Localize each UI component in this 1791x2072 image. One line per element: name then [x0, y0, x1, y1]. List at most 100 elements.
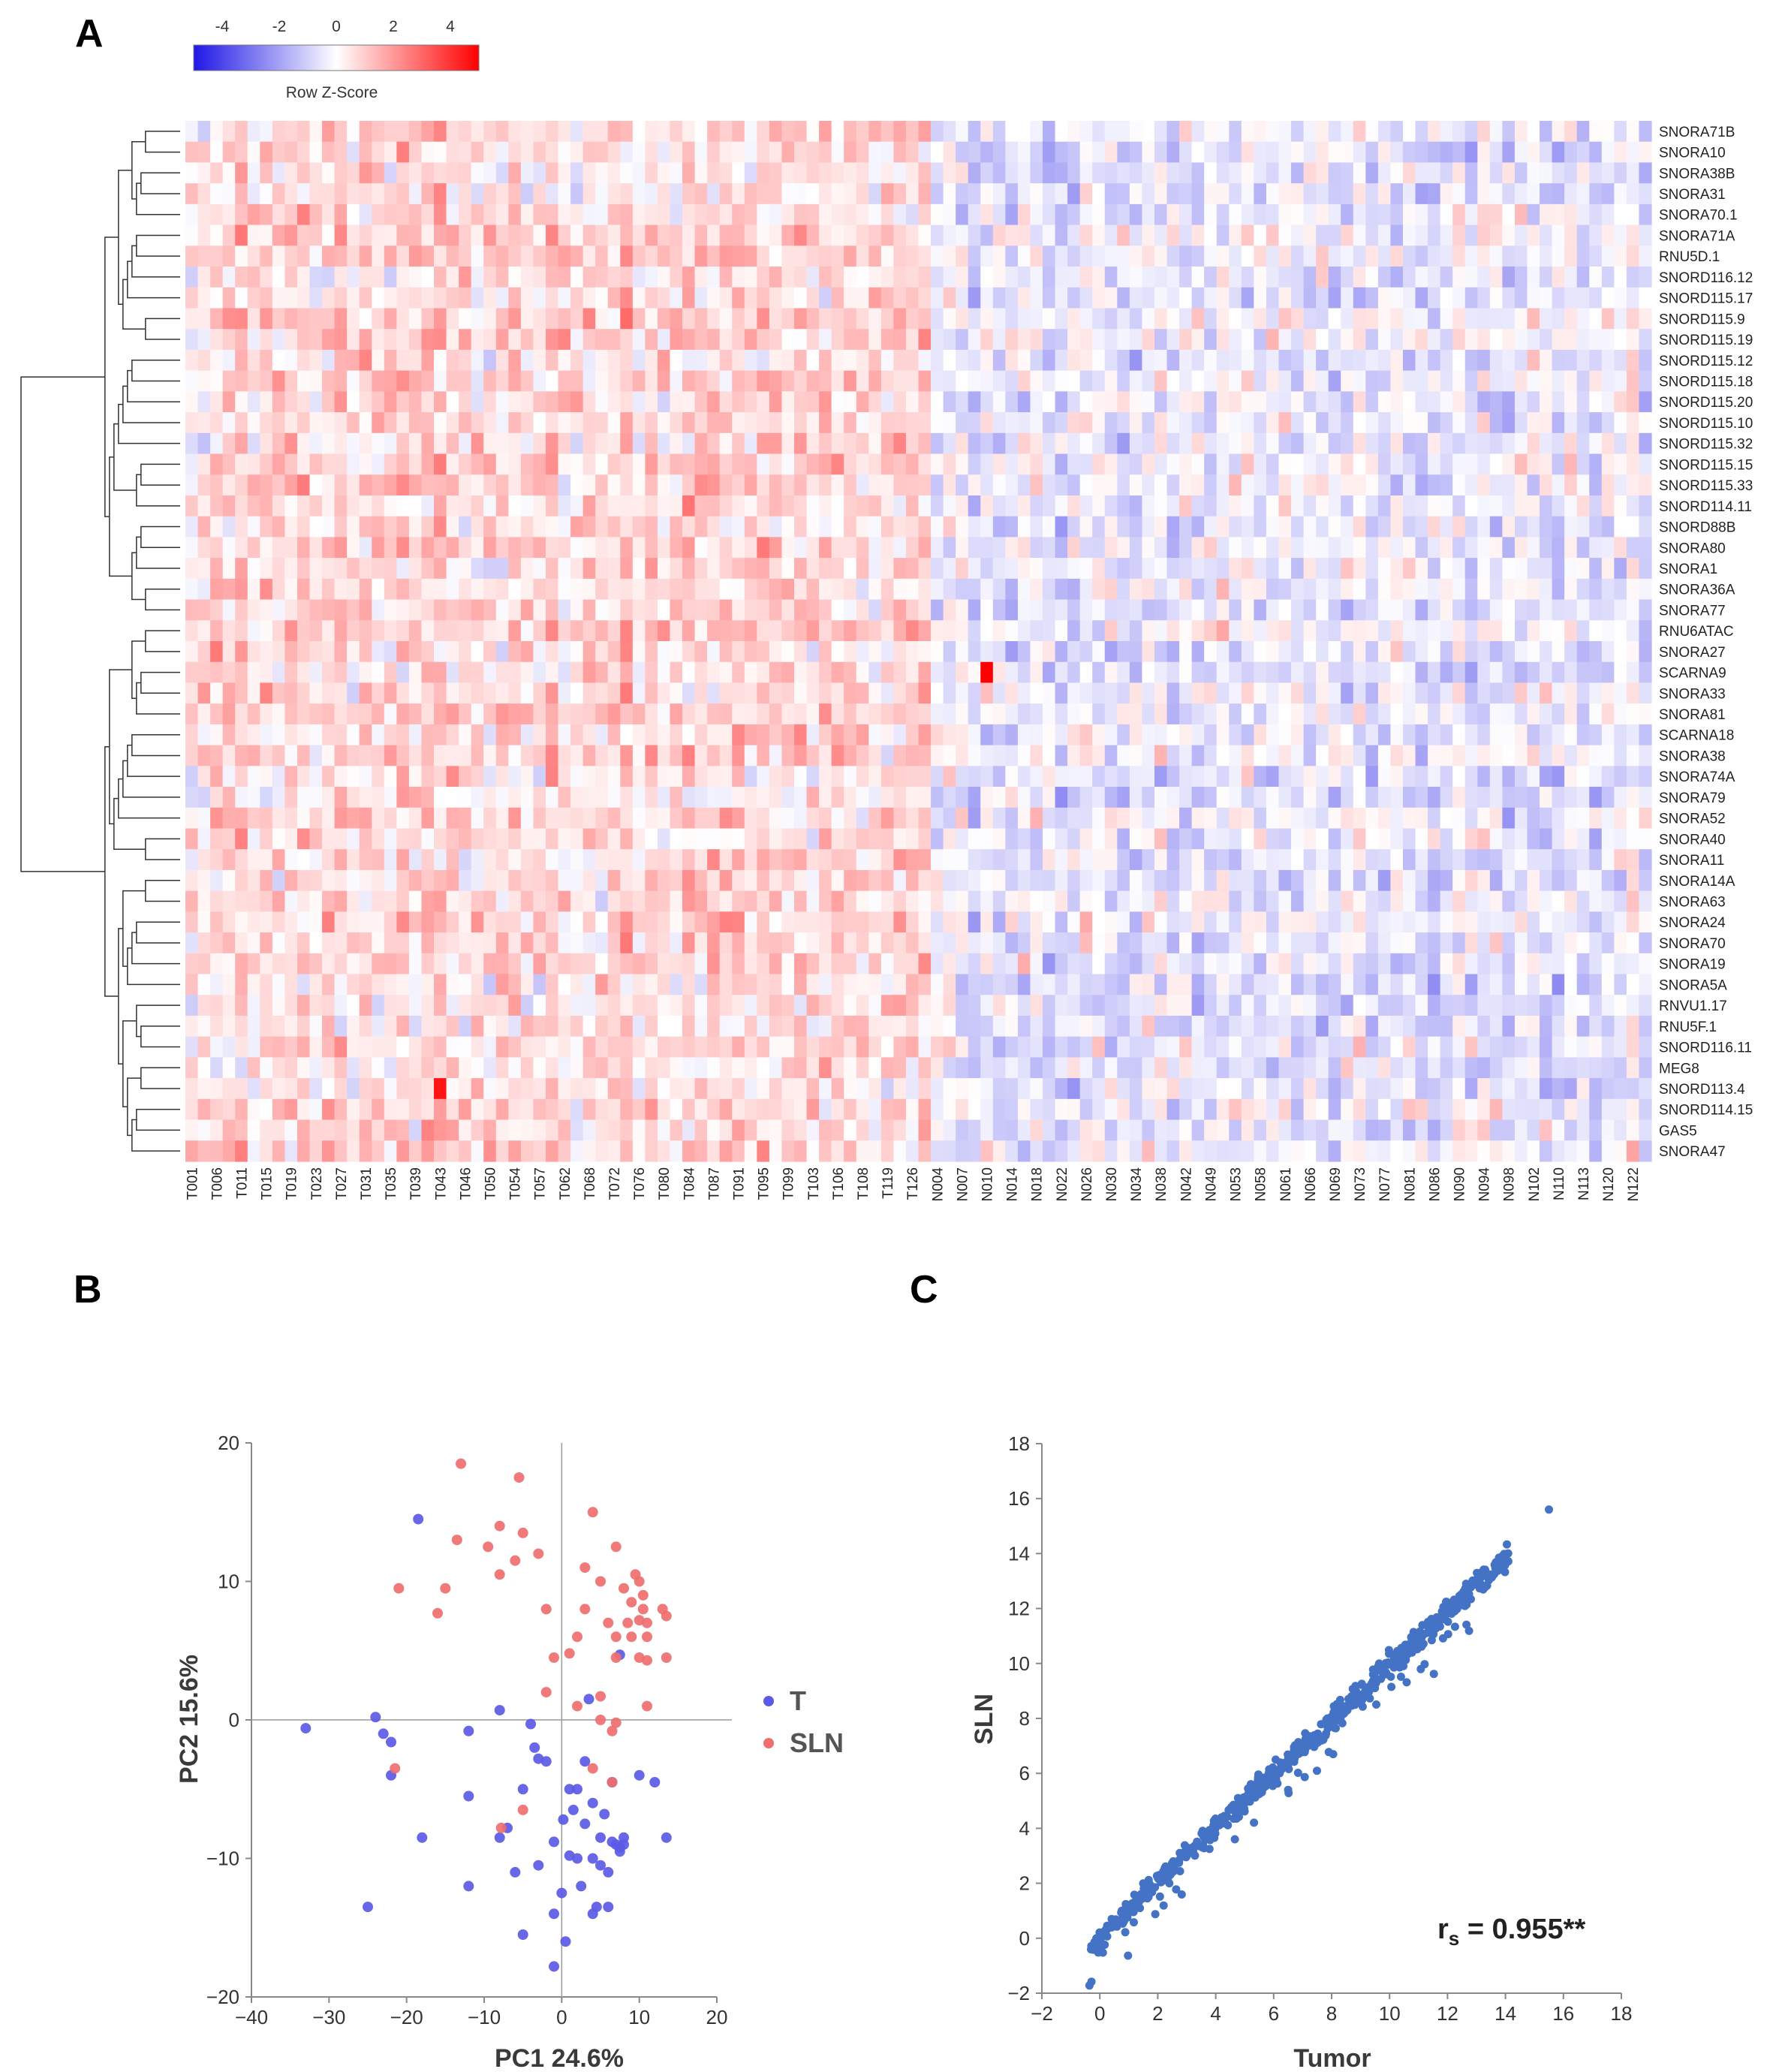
- heatmap-cell: [359, 121, 372, 143]
- heatmap-cell: [372, 661, 385, 684]
- heatmap-cell: [645, 703, 658, 725]
- heatmap-cell: [1104, 121, 1118, 143]
- heatmap-cell: [856, 474, 869, 496]
- heatmap-cell: [992, 682, 1006, 704]
- heatmap-cell: [1377, 474, 1392, 496]
- heatmap-cell: [1142, 745, 1155, 766]
- heatmap-cell: [495, 370, 509, 392]
- heatmap-cell: [1291, 745, 1305, 766]
- heatmap-cell: [296, 141, 311, 164]
- heatmap-cell: [1514, 329, 1528, 351]
- heatmap-cell: [657, 474, 671, 496]
- heatmap-cell: [1477, 661, 1491, 684]
- heatmap-cell: [408, 682, 423, 704]
- heatmap-cell: [1316, 578, 1329, 601]
- heatmap-cell: [943, 245, 956, 267]
- heatmap-cell: [719, 828, 733, 850]
- heatmap-cell: [446, 308, 459, 330]
- heatmap-cell: [434, 370, 447, 392]
- heatmap-cell: [707, 890, 721, 912]
- heatmap-cell: [334, 578, 348, 601]
- heatmap-cell: [446, 953, 459, 975]
- heatmap-cell: [707, 787, 721, 809]
- heatmap-cell: [1017, 495, 1031, 517]
- heatmap-cell: [905, 308, 920, 330]
- heatmap-cell: [1204, 287, 1218, 309]
- heatmap-cell: [1365, 516, 1379, 538]
- heatmap-cell: [483, 287, 497, 309]
- heatmap-cell: [1229, 558, 1242, 580]
- heatmap-cell: [359, 724, 372, 746]
- heatmap-cell: [1266, 370, 1280, 392]
- heatmap-cell: [1154, 474, 1168, 496]
- heatmap-cell: [1154, 224, 1168, 246]
- heatmap-cell: [1464, 953, 1478, 975]
- heatmap-cell: [235, 267, 248, 288]
- heatmap-cell: [1204, 953, 1218, 975]
- dendrogram-branch: [131, 733, 180, 757]
- heatmap-cell: [545, 849, 559, 871]
- heatmap-cell: [1067, 599, 1081, 621]
- heatmap-cell: [1067, 932, 1081, 954]
- heatmap-cell: [396, 558, 410, 580]
- heatmap-cell: [1626, 349, 1640, 372]
- heatmap-cell: [1601, 121, 1615, 143]
- heatmap-cell: [645, 162, 658, 184]
- heatmap-cell: [931, 162, 944, 184]
- heatmap-cell: [1589, 391, 1603, 413]
- heatmap-cell: [1440, 267, 1453, 288]
- heatmap-cell: [1353, 724, 1366, 746]
- heatmap-cell: [1576, 911, 1590, 933]
- heatmap-cell: [347, 516, 360, 538]
- heatmap-cell: [296, 183, 311, 205]
- heatmap-cell: [1527, 849, 1540, 871]
- heatmap-cell: [421, 495, 435, 517]
- heatmap-cell: [1428, 641, 1441, 663]
- heatmap-cell: [1129, 391, 1143, 413]
- heatmap-cell: [384, 495, 397, 517]
- heatmap-cell: [1316, 599, 1329, 621]
- heatmap-cell: [1241, 911, 1254, 933]
- heatmap-cell: [1241, 932, 1254, 954]
- heatmap-cell: [495, 121, 509, 143]
- heatmap-cell: [905, 869, 920, 892]
- heatmap-cell: [781, 869, 795, 892]
- heatmap-cell: [1328, 890, 1341, 912]
- heatmap-cell: [1142, 953, 1155, 975]
- heatmap-cell: [1179, 724, 1193, 746]
- heatmap-cell: [1316, 183, 1329, 205]
- heatmap-cell: [1365, 162, 1379, 184]
- heatmap-cell: [1552, 953, 1565, 975]
- heatmap-cell: [757, 911, 770, 933]
- heatmap-cell: [1502, 370, 1516, 392]
- heatmap-cell: [744, 203, 757, 226]
- heatmap-cell: [384, 349, 397, 372]
- heatmap-cell: [1601, 766, 1615, 788]
- heatmap-cell: [931, 474, 944, 496]
- heatmap-cell: [284, 287, 298, 309]
- heatmap-cell: [421, 370, 435, 392]
- heatmap-cell: [359, 599, 372, 621]
- heatmap-cell: [793, 807, 808, 830]
- heatmap-cell: [1092, 245, 1106, 267]
- heatmap-cell: [844, 641, 857, 663]
- heatmap-cell: [334, 391, 348, 413]
- dendrogram-branch: [145, 588, 180, 611]
- heatmap-cell: [347, 828, 360, 850]
- heatmap-cell: [645, 911, 658, 933]
- heatmap-cell: [1377, 203, 1392, 226]
- heatmap-cell: [1341, 745, 1354, 766]
- heatmap-cells: [185, 121, 1652, 1162]
- heatmap-cell: [520, 849, 534, 871]
- heatmap-cell: [1291, 267, 1305, 288]
- heatmap-cell: [1191, 245, 1205, 267]
- heatmap-cell: [197, 267, 211, 288]
- heatmap-cell: [235, 682, 248, 704]
- heatmap-cell: [222, 370, 236, 392]
- heatmap-cell: [769, 911, 783, 933]
- heatmap-cell: [545, 953, 559, 975]
- heatmap-cell: [980, 432, 994, 455]
- heatmap-cell: [757, 432, 770, 455]
- heatmap-cell: [1030, 745, 1043, 766]
- heatmap-cell: [408, 121, 423, 143]
